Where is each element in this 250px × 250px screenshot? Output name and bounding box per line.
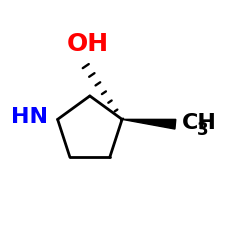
- Polygon shape: [122, 119, 176, 129]
- Text: CH: CH: [182, 113, 216, 133]
- Text: 3: 3: [197, 120, 209, 138]
- Text: HN: HN: [11, 107, 48, 127]
- Text: OH: OH: [67, 32, 109, 56]
